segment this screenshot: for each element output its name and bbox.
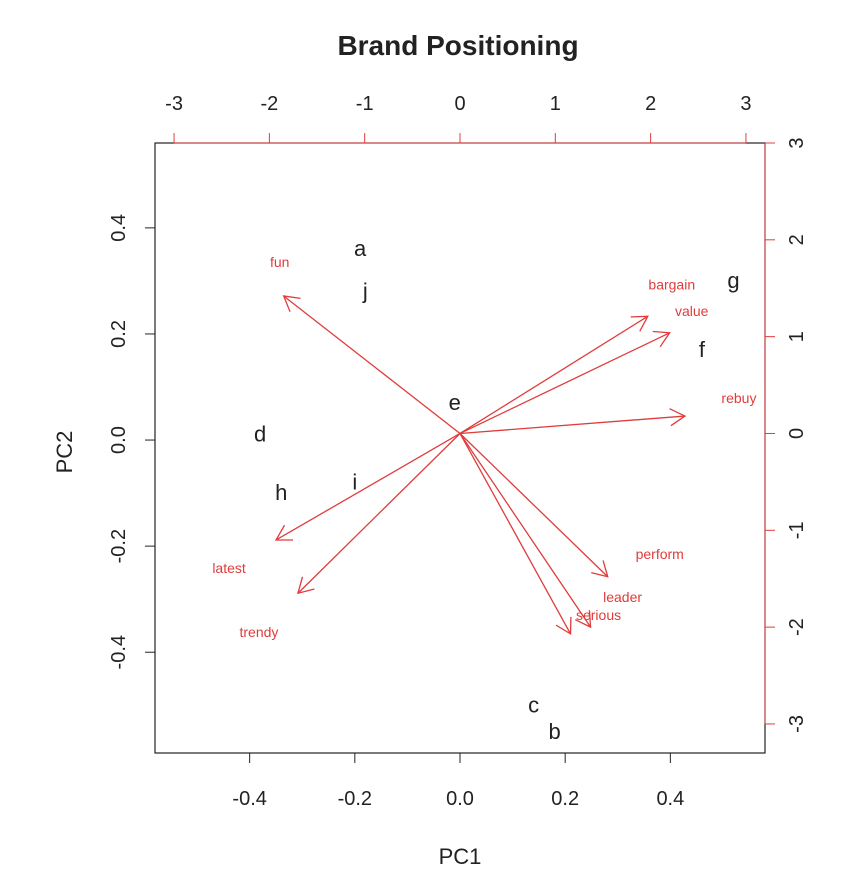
y-tick-label: 0.0 — [108, 426, 130, 454]
loading-label-perform: perform — [636, 546, 684, 562]
loading-arrow-trendy — [297, 433, 461, 594]
loading-arrow-leader — [459, 433, 592, 628]
x-tick-label: 0.0 — [446, 788, 474, 810]
loading-arrowhead-serious — [555, 616, 572, 636]
right-tick-label: 0 — [786, 428, 808, 439]
loading-arrow-bargain — [459, 315, 649, 435]
loading-arrow-rebuy — [459, 415, 685, 435]
y-tick-label: -0.4 — [108, 635, 130, 669]
loading-arrowhead-rebuy — [669, 408, 687, 427]
axes-layer: -0.4 -0.2 0.0 0.2 0.4 -0.4 -0.2 0.0 0.2 0.4 -3 -2 -1… — [108, 93, 808, 810]
observation-labels: aj g f e d h i cb — [254, 236, 740, 744]
top-tick-label: 2 — [645, 93, 656, 115]
top-tick-label: -3 — [165, 93, 183, 115]
right-tick-label: 2 — [786, 234, 808, 245]
y-axis-title: PC2 — [52, 431, 77, 474]
observation-d: d — [254, 422, 266, 447]
x-tick-label: 0.4 — [656, 788, 684, 810]
observation-j: j — [362, 279, 368, 304]
y-tick-label: -0.2 — [108, 529, 130, 563]
right-tick-label: 3 — [786, 137, 808, 148]
loading-label-trendy: trendy — [240, 624, 279, 640]
loading-label-value: value — [675, 303, 709, 319]
loading-arrowhead-trendy — [297, 576, 315, 595]
observation-h: h — [275, 480, 287, 505]
loading-label-rebuy: rebuy — [721, 390, 756, 406]
loading-arrowhead-bargain — [630, 315, 649, 332]
right-tick-label: 1 — [786, 331, 808, 342]
loading-arrow-serious — [459, 433, 572, 635]
loading-arrow-fun — [283, 295, 461, 434]
x-tick-label: -0.2 — [338, 788, 372, 810]
right-tick-label: -1 — [786, 521, 808, 539]
observation-a: a — [354, 236, 367, 261]
x-axis-title: PC1 — [439, 844, 482, 869]
loading-arrowhead-perform — [591, 560, 609, 578]
top-tick-label: 3 — [740, 93, 751, 115]
loading-label-latest: latest — [212, 560, 246, 576]
plot-frame — [154, 142, 766, 754]
loading-arrowhead-value — [652, 330, 671, 348]
top-tick-label: -1 — [356, 93, 374, 115]
loading-labels: fun bargain value rebuy perform leader serious… — [212, 254, 756, 640]
loading-label-fun: fun — [270, 254, 289, 270]
observation-b: b — [549, 719, 561, 744]
observation-g: g — [727, 268, 739, 293]
x-tick-label: 0.2 — [551, 788, 579, 810]
loading-arrow-value — [459, 332, 670, 435]
loading-label-serious: serious — [576, 607, 621, 623]
observation-f: f — [699, 337, 706, 362]
top-tick-label: 0 — [454, 93, 465, 115]
loading-arrowhead-latest — [274, 524, 294, 541]
loading-arrowhead-leader — [575, 610, 592, 629]
loading-arrowhead-fun — [282, 295, 301, 312]
right-tick-label: -2 — [786, 618, 808, 636]
loading-arrow-latest — [275, 432, 461, 541]
top-tick-label: -2 — [260, 93, 278, 115]
top-tick-label: 1 — [550, 93, 561, 115]
loading-label-bargain: bargain — [648, 276, 695, 292]
observation-c: c — [528, 692, 539, 717]
loading-arrow-perform — [459, 433, 609, 578]
loading-label-leader: leader — [603, 589, 642, 605]
observation-e: e — [449, 390, 461, 415]
loading-arrows — [274, 295, 687, 636]
right-tick-label: -3 — [786, 715, 808, 733]
x-tick-label: -0.4 — [232, 788, 266, 810]
chart-title: Brand Positioning — [337, 30, 578, 61]
y-tick-label: 0.4 — [108, 214, 130, 242]
y-tick-label: 0.2 — [108, 320, 130, 348]
observation-i: i — [352, 469, 357, 494]
